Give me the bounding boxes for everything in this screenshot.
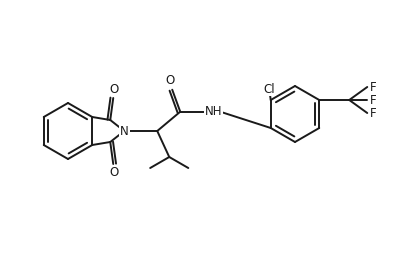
Text: F: F [369,80,376,94]
Text: Cl: Cl [262,83,274,96]
Text: F: F [369,106,376,119]
Text: NH: NH [204,105,221,118]
Text: N: N [119,124,128,138]
Text: O: O [109,166,119,179]
Text: F: F [369,94,376,106]
Text: O: O [109,83,119,96]
Text: O: O [165,74,174,87]
